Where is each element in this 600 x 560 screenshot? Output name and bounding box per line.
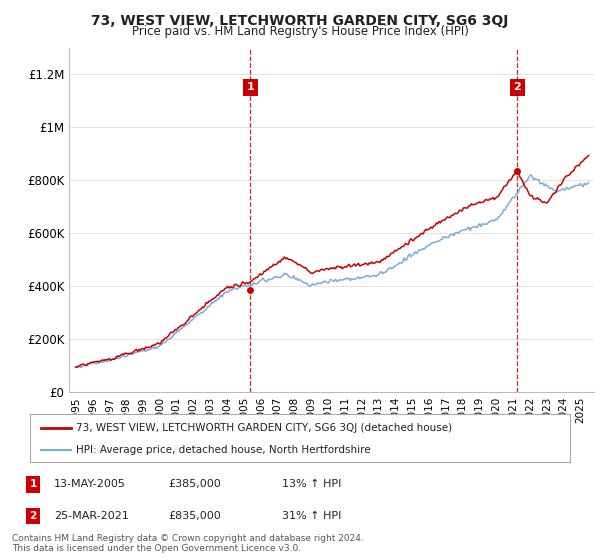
- Text: 73, WEST VIEW, LETCHWORTH GARDEN CITY, SG6 3QJ: 73, WEST VIEW, LETCHWORTH GARDEN CITY, S…: [91, 14, 509, 28]
- Text: £835,000: £835,000: [168, 511, 221, 521]
- Text: Price paid vs. HM Land Registry's House Price Index (HPI): Price paid vs. HM Land Registry's House …: [131, 25, 469, 38]
- Text: 25-MAR-2021: 25-MAR-2021: [54, 511, 129, 521]
- Text: 2: 2: [513, 82, 521, 92]
- Text: Contains HM Land Registry data © Crown copyright and database right 2024.
This d: Contains HM Land Registry data © Crown c…: [12, 534, 364, 553]
- Text: 13-MAY-2005: 13-MAY-2005: [54, 479, 126, 489]
- Text: 2: 2: [29, 511, 37, 521]
- Text: 1: 1: [29, 479, 37, 489]
- Text: 31% ↑ HPI: 31% ↑ HPI: [282, 511, 341, 521]
- Text: 13% ↑ HPI: 13% ↑ HPI: [282, 479, 341, 489]
- Text: 1: 1: [247, 82, 254, 92]
- Text: 73, WEST VIEW, LETCHWORTH GARDEN CITY, SG6 3QJ (detached house): 73, WEST VIEW, LETCHWORTH GARDEN CITY, S…: [76, 423, 452, 433]
- Text: HPI: Average price, detached house, North Hertfordshire: HPI: Average price, detached house, Nort…: [76, 445, 371, 455]
- Text: £385,000: £385,000: [168, 479, 221, 489]
